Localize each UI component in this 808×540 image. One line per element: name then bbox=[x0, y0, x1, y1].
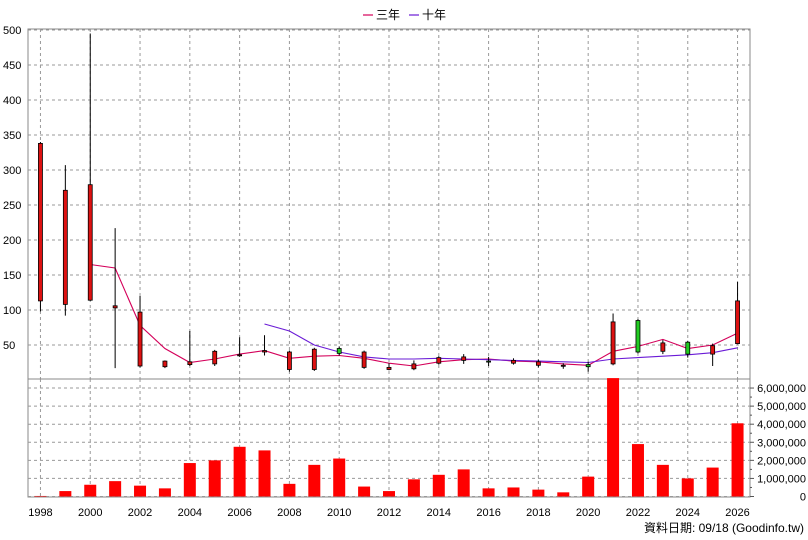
candle-body bbox=[38, 142, 43, 302]
volume-y-tick-label: 4,000,000 bbox=[757, 419, 806, 431]
candle-body bbox=[162, 360, 168, 368]
volume-y-tick-label: 6,000,000 bbox=[757, 383, 806, 395]
candle-body bbox=[436, 357, 442, 364]
x-tick-label: 2026 bbox=[725, 507, 749, 519]
legend-label-three-year: 三年 bbox=[376, 8, 400, 22]
price-y-tick-label: 50 bbox=[3, 340, 15, 352]
x-tick-label: 2024 bbox=[676, 507, 700, 519]
volume-bar bbox=[283, 483, 296, 497]
volume-bar bbox=[183, 463, 196, 497]
volume-bar bbox=[158, 488, 171, 497]
candle-body bbox=[660, 342, 666, 352]
candle-body bbox=[336, 348, 342, 354]
volume-bar bbox=[507, 487, 520, 497]
x-tick-label: 2020 bbox=[576, 507, 600, 519]
price-y-tick-label: 200 bbox=[3, 235, 21, 247]
volume-bar bbox=[258, 450, 271, 497]
candle-body bbox=[411, 363, 417, 370]
x-tick-label: 2022 bbox=[626, 507, 650, 519]
volume-bar bbox=[84, 484, 97, 497]
candle-body bbox=[685, 341, 691, 355]
candle-body bbox=[311, 348, 317, 370]
candle-body bbox=[710, 345, 716, 355]
x-tick-label: 2010 bbox=[327, 507, 351, 519]
volume-bar bbox=[358, 486, 371, 497]
volume-bar bbox=[34, 495, 47, 497]
price-y-tick-label: 300 bbox=[3, 165, 21, 177]
x-tick-label: 2006 bbox=[227, 507, 251, 519]
candle-body bbox=[560, 364, 566, 367]
candle-body bbox=[610, 321, 616, 365]
x-tick-label: 2008 bbox=[277, 507, 301, 519]
candle-body bbox=[461, 356, 467, 361]
price-y-tick-label: 500 bbox=[3, 25, 21, 37]
x-tick-label: 2002 bbox=[128, 507, 152, 519]
volume-bar bbox=[482, 488, 495, 497]
volume-bar bbox=[532, 489, 545, 497]
candle-body bbox=[635, 320, 641, 353]
candle-body bbox=[212, 350, 218, 365]
x-tick-label: 2016 bbox=[476, 507, 500, 519]
candle-body bbox=[511, 359, 516, 364]
candle-body bbox=[237, 354, 243, 357]
volume-y-tick-label: 0 bbox=[800, 492, 806, 504]
volume-bar bbox=[607, 378, 620, 497]
volume-bar bbox=[333, 458, 346, 497]
volume-bar bbox=[383, 491, 395, 497]
price-y-tick-label: 150 bbox=[3, 270, 21, 282]
volume-y-tick-label: 3,000,000 bbox=[757, 437, 806, 449]
legend: 三年 十年 bbox=[363, 8, 446, 22]
footer-source: 資料日期: 09/18 (Goodinfo.tw) bbox=[644, 521, 804, 535]
x-tick-label: 2004 bbox=[178, 507, 202, 519]
volume-bar bbox=[656, 464, 669, 497]
volume-y-tick-label: 1,000,000 bbox=[757, 473, 806, 485]
candle-body bbox=[535, 361, 541, 366]
volume-y-tick-label: 5,000,000 bbox=[757, 401, 806, 413]
volume-bar bbox=[557, 492, 570, 497]
candle-body bbox=[112, 305, 118, 309]
price-y-tick-label: 450 bbox=[3, 60, 21, 72]
candle-body bbox=[187, 361, 193, 365]
x-tick-label: 2018 bbox=[526, 507, 550, 519]
volume-bar bbox=[681, 478, 694, 497]
volume-bar bbox=[631, 444, 644, 497]
price-panel: 50 100 150 200 250 300 350 400 450 500 bbox=[3, 25, 751, 380]
volume-bar bbox=[233, 446, 246, 497]
price-y-tick-label: 250 bbox=[3, 200, 21, 212]
price-y-tick-label: 100 bbox=[3, 305, 21, 317]
legend-label-ten-year: 十年 bbox=[422, 8, 446, 22]
x-tick-label: 1998 bbox=[28, 507, 52, 519]
x-tick-label: 2000 bbox=[78, 507, 102, 519]
volume-bar bbox=[308, 464, 321, 497]
volume-bar bbox=[706, 467, 719, 497]
x-tick-label: 2014 bbox=[427, 507, 451, 519]
volume-bar bbox=[407, 479, 420, 497]
price-y-tick-label: 350 bbox=[3, 130, 21, 142]
volume-bar bbox=[208, 460, 221, 497]
price-y-tick-label: 400 bbox=[3, 95, 21, 107]
candle-body bbox=[287, 351, 292, 370]
candle-body bbox=[262, 350, 267, 353]
volume-bar bbox=[432, 474, 445, 497]
volume-y-tick-label: 2,000,000 bbox=[757, 455, 806, 467]
volume-bar bbox=[134, 485, 147, 497]
x-axis: 1998 2000 2002 2004 2006 2008 2010 2012 2014 2016… bbox=[28, 507, 750, 519]
candle-body bbox=[62, 189, 68, 305]
ma-line-ten-year bbox=[264, 323, 738, 364]
candle-body bbox=[735, 300, 740, 344]
volume-bar bbox=[109, 481, 122, 497]
volume-panel: 0 1,000,000 2,000,000 3,000,000 4,000,000 5,0… bbox=[27, 378, 806, 504]
candle-body bbox=[87, 184, 93, 301]
volume-bar bbox=[582, 476, 595, 497]
candle-body bbox=[585, 364, 591, 368]
candle-body bbox=[361, 351, 367, 368]
volume-bar bbox=[731, 423, 744, 497]
x-tick-label: 2012 bbox=[377, 507, 401, 519]
volume-bar bbox=[457, 469, 470, 497]
candle-body bbox=[386, 366, 392, 370]
candle-body bbox=[137, 311, 143, 367]
volume-bar bbox=[59, 491, 72, 497]
candle-body bbox=[486, 360, 491, 363]
